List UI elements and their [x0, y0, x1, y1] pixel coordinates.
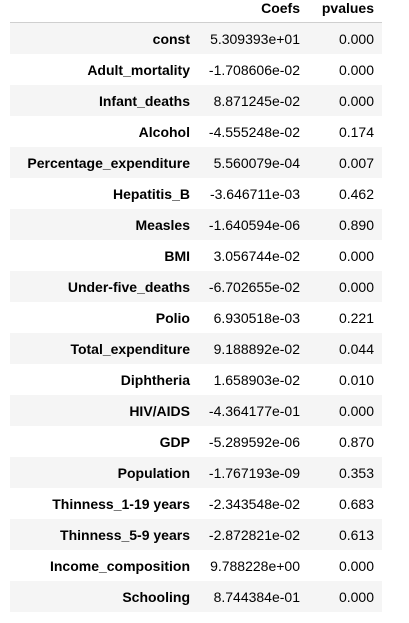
coef-cell: 5.560079e-04	[213, 154, 300, 171]
table-row: Schooling 8.744384e-01 0.000	[10, 581, 382, 612]
table-row: GDP -5.289592e-06 0.870	[10, 426, 382, 457]
table-row: Thinness_5-9 years -2.872821e-02 0.613	[10, 519, 382, 550]
coef-cell: 6.930518e-03	[213, 309, 300, 326]
coef-cell: -2.343548e-02	[208, 495, 300, 512]
pvalue-cell: 0.000	[338, 278, 374, 295]
coef-cell: -4.364177e-01	[208, 402, 300, 419]
pvalue-cell: 0.000	[338, 30, 374, 47]
pvalue-cell: 0.000	[338, 92, 374, 109]
table-row: Infant_deaths 8.871245e-02 0.000	[10, 85, 382, 116]
row-label: Thinness_1-19 years	[52, 495, 190, 512]
table-row: Diphtheria 1.658903e-02 0.010	[10, 364, 382, 395]
header-row: Coefs pvalues	[10, 0, 382, 23]
table-row: Adult_mortality -1.708606e-02 0.000	[10, 54, 382, 85]
pvalue-cell: 0.353	[338, 464, 374, 481]
row-label: Alcohol	[138, 123, 190, 140]
coef-cell: 9.188892e-02	[213, 340, 300, 357]
table-row: Alcohol -4.555248e-02 0.174	[10, 116, 382, 147]
row-label: Schooling	[122, 588, 190, 605]
pvalue-cell: 0.870	[338, 433, 374, 450]
pvalue-cell: 0.044	[338, 340, 374, 357]
row-label: Under-five_deaths	[67, 278, 190, 295]
pvalue-cell: 0.462	[338, 185, 374, 202]
index-header	[10, 0, 198, 23]
pvalue-cell: 0.221	[338, 309, 374, 326]
coef-cell: -5.289592e-06	[208, 433, 300, 450]
coef-cell: -1.708606e-02	[208, 61, 300, 78]
pvalue-cell: 0.000	[338, 557, 374, 574]
row-label: Infant_deaths	[98, 92, 190, 109]
pvalue-cell: 0.890	[338, 216, 374, 233]
pvalue-cell: 0.000	[338, 402, 374, 419]
coef-cell: -4.555248e-02	[208, 123, 300, 140]
table-row: Polio 6.930518e-03 0.221	[10, 302, 382, 333]
table-row: Total_expenditure 9.188892e-02 0.044	[10, 333, 382, 364]
pvalue-cell: 0.174	[338, 123, 374, 140]
row-label: Percentage_expenditure	[27, 154, 190, 171]
row-label: Income_composition	[49, 557, 190, 574]
table-row: Population -1.767193e-09 0.353	[10, 457, 382, 488]
row-label: const	[152, 30, 190, 47]
coefs-header: Coefs	[198, 0, 308, 23]
coef-cell: 8.871245e-02	[213, 92, 300, 109]
coef-cell: -1.767193e-09	[208, 464, 300, 481]
row-label: Measles	[135, 216, 190, 233]
row-label: Polio	[155, 309, 190, 326]
row-label: Hepatitis_B	[112, 185, 190, 202]
table-row: Hepatitis_B -3.646711e-03 0.462	[10, 178, 382, 209]
coef-cell: 5.309393e+01	[210, 30, 300, 47]
coef-cell: 1.658903e-02	[213, 371, 300, 388]
row-label: Thinness_5-9 years	[60, 526, 190, 543]
table-row: Thinness_1-19 years -2.343548e-02 0.683	[10, 488, 382, 519]
table-body: const 5.309393e+01 0.000 Adult_mortality…	[10, 22, 382, 612]
table-header: Coefs pvalues	[10, 0, 382, 23]
table-row: Under-five_deaths -6.702655e-02 0.000	[10, 271, 382, 302]
coef-cell: -3.646711e-03	[209, 185, 300, 202]
pvalues-header: pvalues	[308, 0, 382, 23]
coef-cell: 8.744384e-01	[213, 588, 300, 605]
pvalue-cell: 0.613	[338, 526, 374, 543]
row-label: Population	[117, 464, 190, 481]
table-row: BMI 3.056744e-02 0.000	[10, 240, 382, 271]
table-row: Measles -1.640594e-06 0.890	[10, 209, 382, 240]
regression-table: Coefs pvalues const 5.309393e+01 0.000 A…	[10, 0, 382, 612]
coef-cell: -1.640594e-06	[208, 216, 300, 233]
pvalue-cell: 0.000	[338, 247, 374, 264]
pvalue-cell: 0.010	[338, 371, 374, 388]
pvalue-cell: 0.000	[338, 588, 374, 605]
coef-cell: 3.056744e-02	[213, 247, 300, 264]
table-row: const 5.309393e+01 0.000	[10, 22, 382, 54]
table-row: Income_composition 9.788228e+00 0.000	[10, 550, 382, 581]
row-label: BMI	[164, 247, 190, 264]
coef-cell: -6.702655e-02	[208, 278, 300, 295]
table-row: Percentage_expenditure 5.560079e-04 0.00…	[10, 147, 382, 178]
row-label: Total_expenditure	[70, 340, 190, 357]
pvalue-cell: 0.683	[338, 495, 374, 512]
row-label: Diphtheria	[120, 371, 190, 388]
table-row: HIV/AIDS -4.364177e-01 0.000	[10, 395, 382, 426]
row-label: Adult_mortality	[87, 61, 190, 78]
row-label: GDP	[159, 433, 190, 450]
coef-cell: -2.872821e-02	[208, 526, 300, 543]
pvalue-cell: 0.000	[338, 61, 374, 78]
coef-cell: 9.788228e+00	[210, 557, 300, 574]
pvalue-cell: 0.007	[338, 154, 374, 171]
row-label: HIV/AIDS	[129, 402, 190, 419]
